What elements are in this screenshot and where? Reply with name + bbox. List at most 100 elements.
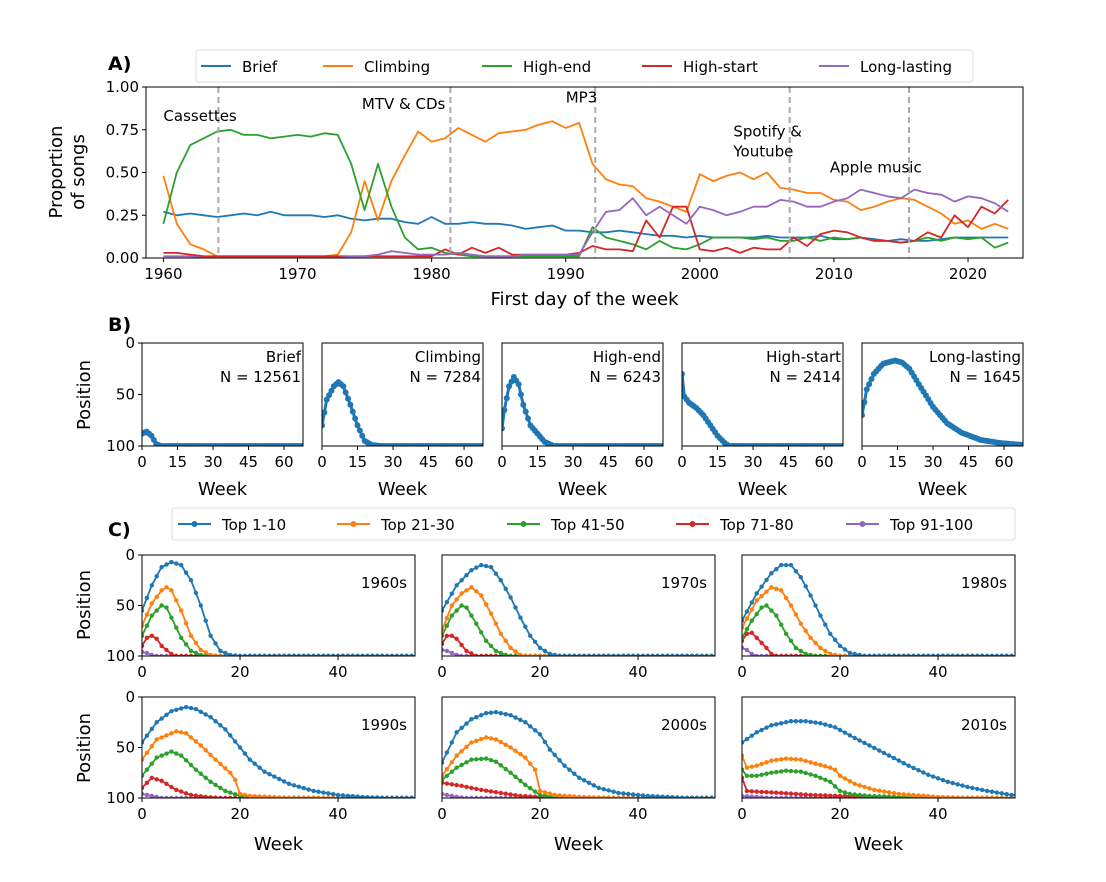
data-point bbox=[188, 578, 194, 583]
subplot-count: N = 12561 bbox=[220, 368, 301, 386]
data-point bbox=[198, 652, 204, 656]
data-point bbox=[788, 756, 794, 762]
axes-frame bbox=[141, 342, 304, 447]
data-point bbox=[832, 784, 838, 789]
data-point bbox=[793, 791, 799, 797]
series-line-top-71-80 bbox=[442, 634, 715, 656]
data-point bbox=[891, 755, 897, 761]
data-point bbox=[823, 622, 828, 627]
data-point bbox=[479, 712, 484, 718]
data-point bbox=[921, 793, 926, 798]
data-point bbox=[847, 791, 853, 797]
data-point bbox=[355, 794, 360, 798]
data-point bbox=[886, 753, 892, 758]
data-point bbox=[1009, 792, 1014, 798]
subplot-1970s: 0 20 40 1970s bbox=[437, 554, 716, 681]
data-point bbox=[621, 791, 626, 796]
data-point bbox=[483, 735, 489, 740]
data-point bbox=[459, 762, 464, 768]
data-point bbox=[857, 783, 862, 788]
x-tick-label: 60 bbox=[815, 453, 834, 471]
data-point bbox=[508, 653, 513, 656]
data-point bbox=[399, 795, 404, 798]
data-point bbox=[213, 757, 218, 762]
data-point bbox=[779, 790, 784, 796]
x-tick-label: 45 bbox=[239, 453, 258, 471]
axes-frame bbox=[741, 554, 1016, 657]
data-point bbox=[444, 792, 450, 798]
data-point bbox=[901, 760, 906, 766]
data-point bbox=[479, 787, 484, 793]
data-point bbox=[449, 760, 455, 765]
data-point bbox=[454, 794, 459, 798]
data-point bbox=[916, 768, 921, 773]
data-point bbox=[356, 427, 363, 434]
data-point bbox=[444, 599, 450, 605]
data-point bbox=[611, 789, 616, 794]
data-point bbox=[523, 653, 528, 656]
data-point bbox=[891, 653, 897, 656]
data-point bbox=[142, 757, 145, 762]
data-point bbox=[183, 795, 189, 798]
data-point bbox=[911, 792, 916, 798]
data-point bbox=[537, 788, 543, 794]
data-point bbox=[316, 795, 321, 798]
data-point bbox=[193, 640, 199, 646]
data-point bbox=[237, 791, 243, 797]
data-point bbox=[164, 712, 169, 718]
data-point bbox=[769, 570, 774, 576]
data-point bbox=[862, 399, 868, 406]
data-point bbox=[179, 706, 184, 711]
data-point bbox=[291, 783, 297, 788]
data-point bbox=[774, 586, 779, 592]
data-point bbox=[528, 761, 533, 766]
data-point bbox=[940, 794, 946, 798]
data-point bbox=[149, 726, 155, 732]
legend-entry: Climbing bbox=[364, 58, 430, 76]
data-point bbox=[449, 793, 455, 798]
data-point bbox=[503, 586, 508, 592]
data-point bbox=[350, 793, 355, 798]
data-point bbox=[798, 757, 804, 762]
legend-marker bbox=[350, 521, 357, 527]
data-point bbox=[872, 793, 877, 798]
x-tick-label: 1990 bbox=[547, 265, 585, 283]
data-point bbox=[257, 653, 262, 656]
data-point bbox=[179, 730, 184, 735]
data-point bbox=[193, 706, 199, 712]
data-point bbox=[769, 795, 774, 798]
data-point bbox=[704, 653, 709, 656]
data-point bbox=[281, 653, 287, 656]
data-point bbox=[896, 653, 902, 656]
data-point bbox=[867, 793, 872, 798]
data-point bbox=[179, 653, 184, 656]
data-point bbox=[759, 772, 764, 777]
data-point bbox=[818, 653, 823, 656]
data-point bbox=[404, 795, 409, 798]
data-point bbox=[823, 653, 828, 656]
data-point bbox=[179, 608, 184, 613]
data-point bbox=[832, 652, 838, 656]
data-point bbox=[808, 772, 813, 777]
data-point bbox=[442, 633, 445, 638]
data-point bbox=[523, 624, 528, 629]
plot-area bbox=[142, 704, 415, 798]
data-point bbox=[218, 795, 223, 798]
data-point bbox=[326, 791, 331, 796]
data-point bbox=[218, 761, 223, 767]
data-point bbox=[591, 783, 597, 788]
data-point bbox=[798, 575, 804, 580]
data-point bbox=[257, 794, 262, 798]
data-point bbox=[144, 623, 150, 628]
data-point bbox=[449, 603, 455, 608]
data-point bbox=[409, 653, 414, 656]
legend-box bbox=[171, 507, 1016, 541]
data-point bbox=[188, 648, 194, 654]
data-point bbox=[188, 762, 194, 768]
data-point bbox=[449, 591, 455, 596]
data-point bbox=[223, 650, 228, 656]
data-point bbox=[759, 605, 764, 610]
data-point bbox=[842, 790, 848, 795]
data-point bbox=[474, 653, 479, 656]
data-point bbox=[198, 743, 204, 748]
